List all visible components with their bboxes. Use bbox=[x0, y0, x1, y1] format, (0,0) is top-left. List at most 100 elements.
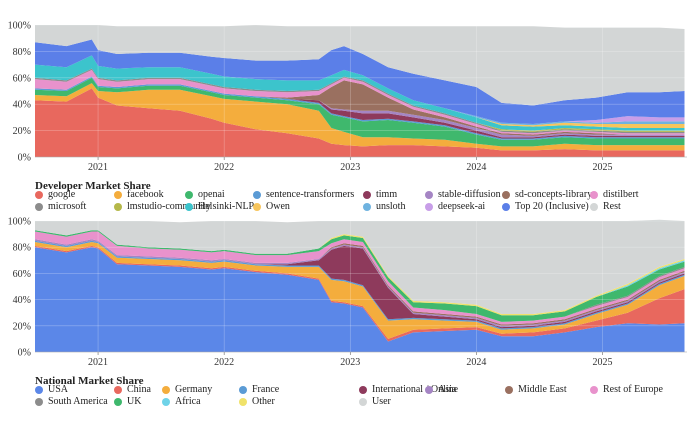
legend-item-lmstudio-community[interactable]: lmstudio-community bbox=[114, 201, 211, 212]
legend-label: China bbox=[127, 384, 151, 395]
legend-item-china[interactable]: China bbox=[114, 384, 151, 395]
legend-swatch bbox=[505, 385, 513, 394]
area-series-france bbox=[35, 240, 685, 330]
area-series-international-online bbox=[35, 240, 685, 329]
legend-swatch bbox=[35, 385, 43, 394]
legend-item-uk[interactable]: UK bbox=[114, 396, 141, 407]
legend-item-rest-of-europe[interactable]: Rest of Europe bbox=[590, 384, 663, 395]
y-tick-label: 100% bbox=[8, 21, 31, 32]
legend-item-unsloth[interactable]: unsloth bbox=[363, 201, 405, 212]
y-tick-label: 0% bbox=[18, 153, 31, 164]
x-tick-label: 2024 bbox=[466, 162, 486, 173]
legend-label: Top 20 (Inclusive) bbox=[515, 201, 589, 212]
legend-label: unsloth bbox=[376, 201, 406, 212]
legend-label: sd-concepts-library bbox=[515, 189, 593, 200]
legend-label: lmstudio-community bbox=[127, 201, 211, 212]
legend-label: stable-diffusion bbox=[438, 189, 501, 200]
legend-item-user[interactable]: User bbox=[359, 396, 391, 407]
legend-item-international-online[interactable]: International / Online bbox=[359, 384, 458, 395]
national-market-share-chart: 0% 20% 40% 60% 80% 100% 2021 2022 2023 2024 2025 bbox=[8, 217, 687, 368]
x-tick-label: 2025 bbox=[593, 357, 613, 368]
y-tick-label: 40% bbox=[13, 100, 31, 111]
legend-item-south-america[interactable]: South America bbox=[35, 396, 108, 407]
legend-swatch bbox=[114, 190, 122, 199]
legend-item-deepseek-ai[interactable]: deepseek-ai bbox=[425, 201, 485, 212]
area-series-germany bbox=[35, 242, 685, 339]
legend-item-middle-east[interactable]: Middle East bbox=[505, 384, 567, 395]
legend-swatch bbox=[590, 190, 598, 199]
legend-label: google bbox=[48, 189, 76, 200]
legend-swatch bbox=[425, 190, 433, 199]
legend-label: France bbox=[252, 384, 280, 395]
legend-label: timm bbox=[376, 189, 398, 200]
legend-swatch bbox=[114, 385, 122, 394]
national-legend-title: National Market Share bbox=[35, 375, 144, 387]
area-series-usa bbox=[35, 247, 685, 352]
legend-label: Helsinki-NLP bbox=[198, 201, 255, 212]
legend-label: South America bbox=[48, 396, 108, 407]
legend-swatch bbox=[35, 397, 43, 406]
legend-swatch bbox=[253, 190, 261, 199]
legend-label: distilbert bbox=[603, 189, 639, 200]
legend-item-other[interactable]: Other bbox=[239, 396, 275, 407]
legend-swatch bbox=[185, 202, 193, 211]
legend-item-openai[interactable]: openai bbox=[185, 189, 225, 200]
area-series-deepseek-ai bbox=[35, 55, 685, 124]
legend-swatch bbox=[185, 190, 193, 199]
legend-item-microsoft[interactable]: microsoft bbox=[35, 201, 86, 212]
legend-label: microsoft bbox=[48, 201, 87, 212]
legend-swatch bbox=[239, 385, 247, 394]
legend-item-top-20-inclusive[interactable]: Top 20 (Inclusive) bbox=[502, 201, 589, 212]
legend-item-asia[interactable]: Asia bbox=[425, 384, 456, 395]
legend-swatch bbox=[114, 397, 122, 406]
legend-swatch bbox=[359, 397, 367, 406]
x-tick-label: 2023 bbox=[340, 162, 360, 173]
y-tick-label: 60% bbox=[13, 269, 31, 280]
legend-item-sd-concepts-library[interactable]: sd-concepts-library bbox=[502, 189, 592, 200]
legend-item-distilbert[interactable]: distilbert bbox=[590, 189, 639, 200]
developer-market-share-chart: 0% 20% 40% 60% 80% 100% 2021 2022 2023 2024 2025 bbox=[8, 21, 687, 173]
legend-label: Asia bbox=[438, 384, 457, 395]
legend-label: Rest of Europe bbox=[603, 384, 663, 395]
legend-swatch bbox=[35, 190, 43, 199]
legend-swatch bbox=[239, 397, 247, 406]
legend-label: UK bbox=[127, 396, 142, 407]
legend-swatch bbox=[590, 385, 598, 394]
legend-item-usa[interactable]: USA bbox=[35, 384, 68, 395]
legend-label: Other bbox=[252, 396, 275, 407]
legend-item-france[interactable]: France bbox=[239, 384, 279, 395]
legend-item-google[interactable]: google bbox=[35, 189, 75, 200]
y-tick-label: 60% bbox=[13, 73, 31, 84]
x-tick-label: 2022 bbox=[214, 162, 234, 173]
legend-item-facebook[interactable]: facebook bbox=[114, 189, 164, 200]
area-series-helsinki-nlp bbox=[35, 55, 685, 131]
legend-item-rest[interactable]: Rest bbox=[590, 201, 621, 212]
legend-swatch bbox=[363, 202, 371, 211]
area-series-rest-of-europe bbox=[35, 231, 685, 325]
legend-swatch bbox=[162, 397, 170, 406]
legend-item-sentence-transformers[interactable]: sentence-transformers bbox=[253, 189, 354, 200]
legend-label: facebook bbox=[127, 189, 164, 200]
legend-item-germany[interactable]: Germany bbox=[162, 384, 212, 395]
legend-item-helsinki-nlp[interactable]: Helsinki-NLP bbox=[185, 201, 254, 212]
legend-label: International / Online bbox=[372, 384, 459, 395]
legend-item-stable-diffusion[interactable]: stable-diffusion bbox=[425, 189, 501, 200]
legend-label: USA bbox=[48, 384, 69, 395]
area-series-facebook bbox=[35, 83, 685, 151]
legend-label: sentence-transformers bbox=[266, 189, 355, 200]
legend-swatch bbox=[114, 202, 122, 211]
legend-swatch bbox=[162, 385, 170, 394]
legend-swatch bbox=[502, 202, 510, 211]
area-series-google bbox=[35, 88, 685, 157]
legend-item-timm[interactable]: timm bbox=[363, 189, 397, 200]
x-tick-label: 2021 bbox=[88, 357, 108, 368]
legend-label: Rest bbox=[603, 201, 621, 212]
legend-item-africa[interactable]: Africa bbox=[162, 396, 201, 407]
y-tick-label: 40% bbox=[13, 295, 31, 306]
y-tick-label: 80% bbox=[13, 243, 31, 254]
developer-legend-title: Developer Market Share bbox=[35, 180, 151, 192]
legend-label: openai bbox=[198, 189, 225, 200]
legend-label: deepseek-ai bbox=[438, 201, 486, 212]
legend-item-owen[interactable]: Owen bbox=[253, 201, 290, 212]
